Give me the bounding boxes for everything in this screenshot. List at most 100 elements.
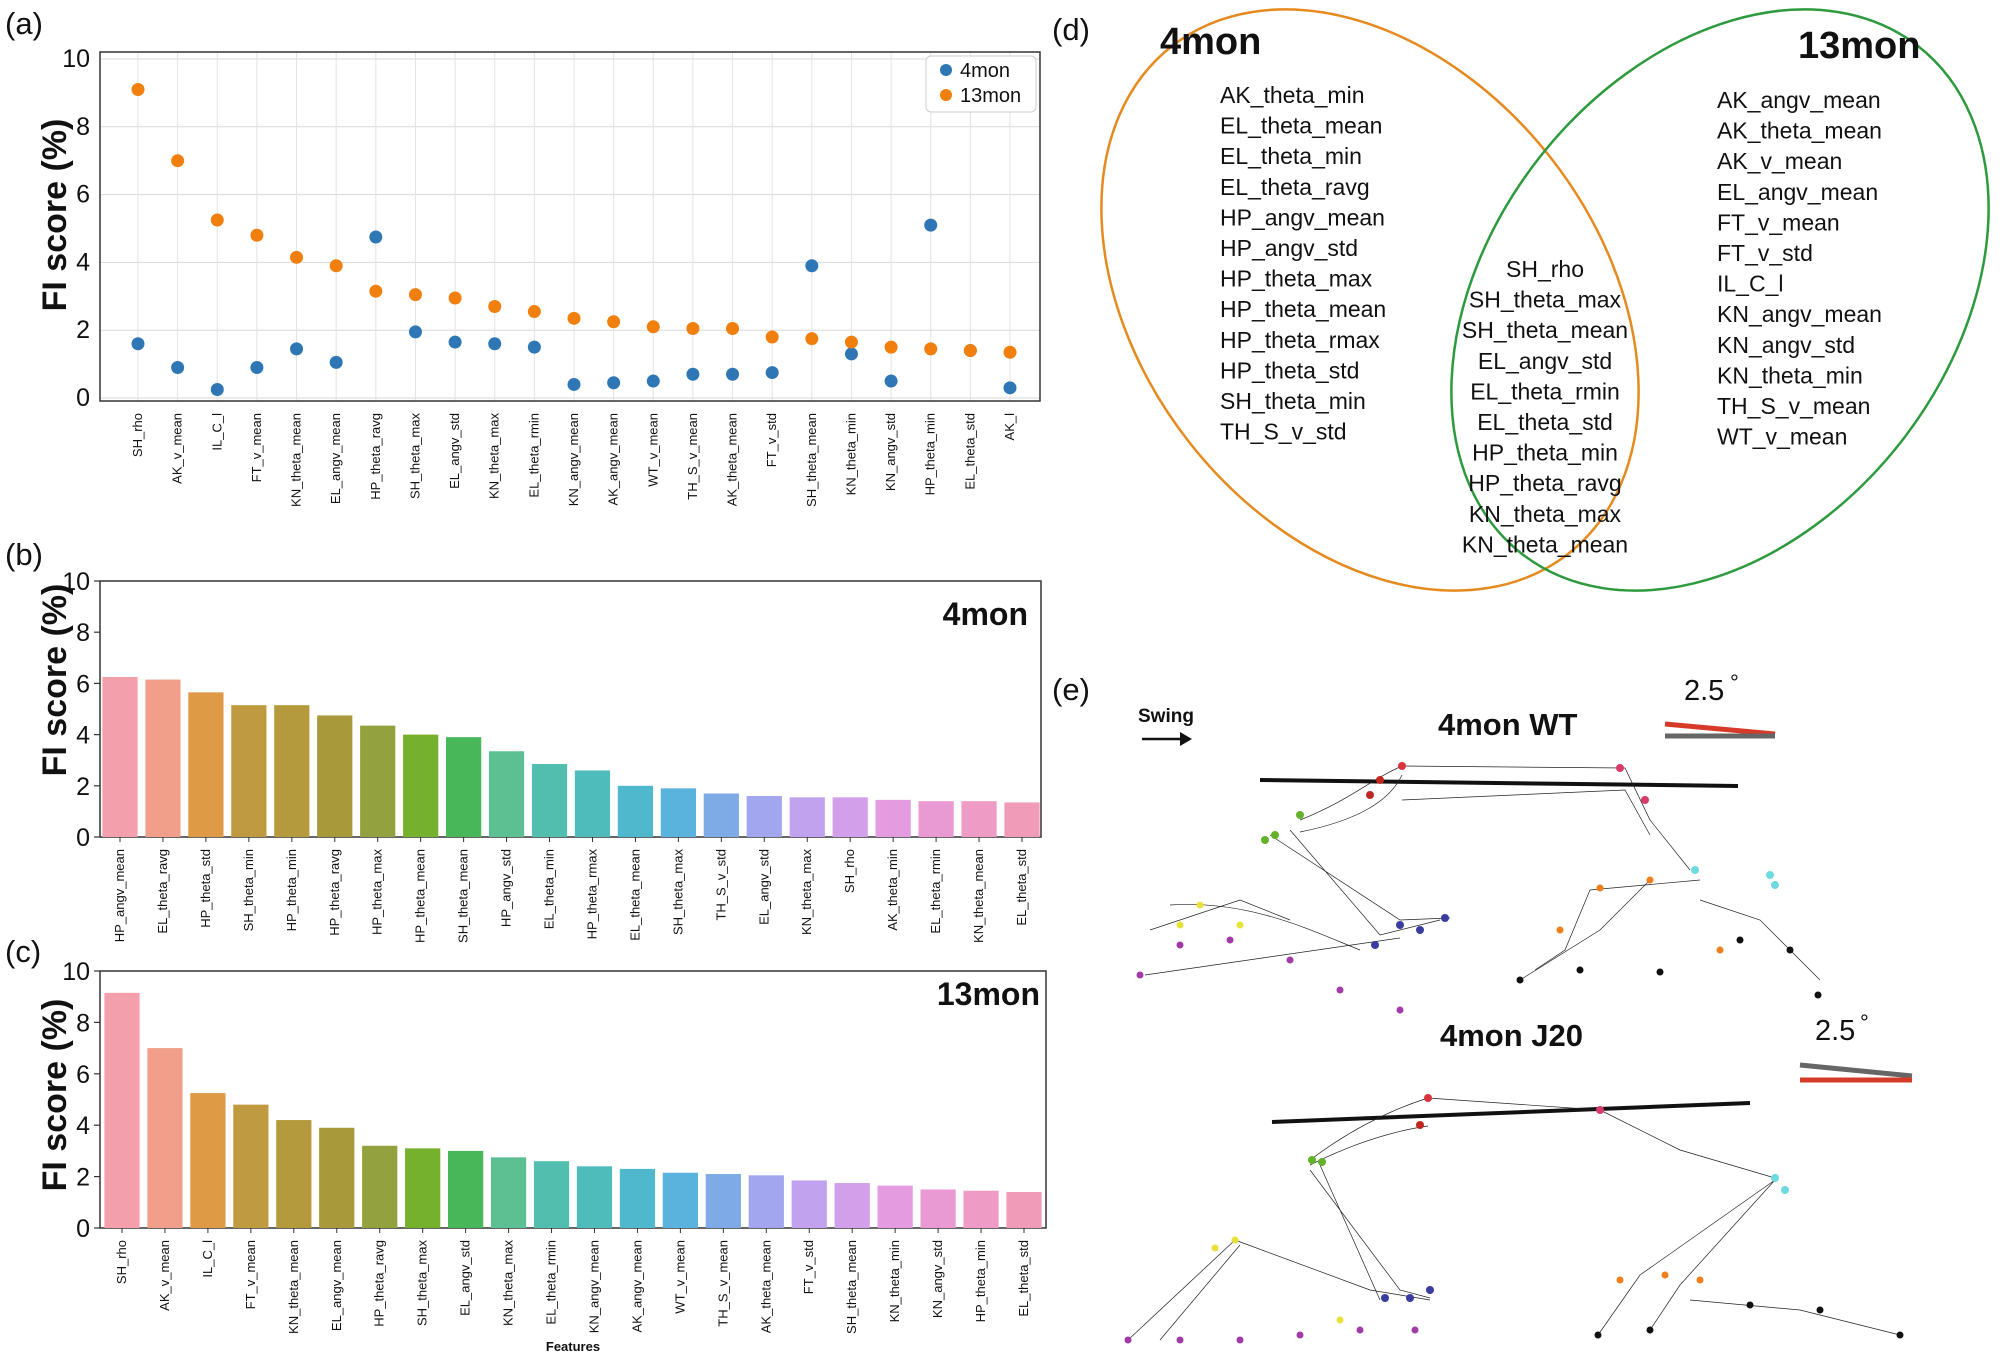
b-y-tick-label: 6 <box>76 670 90 698</box>
venn-item-sh-theta-mean: SH_theta_mean <box>1462 317 1628 343</box>
b-y-tick-label: 2 <box>76 773 90 801</box>
a-point-13mon-wt-v-mean <box>646 320 660 334</box>
c-bar-el-angv-std <box>448 1150 484 1228</box>
panel-d-label: (d) <box>1052 12 1090 47</box>
panel-c-plot-frame <box>99 970 1047 1229</box>
b-bar-th-s-v-std <box>703 793 739 837</box>
a-point-13mon-ft-v-std <box>765 330 779 344</box>
legend-marker-4mon <box>940 64 952 76</box>
panel-e-gait-illustration: (e) Swing 4mon WT 4mon J20 2.5 ° 2.5 ° <box>1052 670 1913 1344</box>
a-point-4mon-sh-theta-max <box>408 325 422 339</box>
panel-b-inset-label: 4mon <box>943 596 1028 632</box>
a-point-4mon-kn-theta-max <box>488 337 502 351</box>
c-y-tick-label: 2 <box>76 1164 90 1192</box>
a-y-tick-label: 10 <box>62 45 90 73</box>
legend-label-13mon: 13mon <box>960 85 1021 107</box>
a-point-13mon-sh-theta-max <box>408 288 422 302</box>
venn-item-sh-theta-min: SH_theta_min <box>1220 388 1366 414</box>
c-x-tick-label: TH_S_v_mean <box>715 1240 730 1327</box>
b-bar-ak-theta-min <box>875 799 911 837</box>
angle-line-gray-bottom <box>1799 1062 1913 1079</box>
b-x-tick-label: EL_angv_std <box>756 849 771 925</box>
gait-title-wt: 4mon WT <box>1438 707 1578 742</box>
c-x-tick-label: AK_angv_mean <box>629 1240 644 1333</box>
a-x-tick-label: SH_theta_mean <box>804 413 819 507</box>
b-x-tick-label: HP_theta_std <box>198 849 213 928</box>
b-x-tick-label: SH_theta_max <box>670 849 685 935</box>
angle-indicator-bottom: 2.5 ° <box>1799 1010 1913 1083</box>
panel-b-label: (b) <box>5 537 43 572</box>
c-bar-kn-theta-min <box>877 1185 913 1228</box>
b-y-tick-label: 8 <box>76 619 90 647</box>
b-bar-sh-theta-min <box>231 705 267 837</box>
b-bar-hp-theta-mean <box>403 734 439 837</box>
a-point-4mon-il-c-l <box>210 383 224 397</box>
venn-title-4mon: 4mon <box>1160 21 1261 63</box>
venn-item-kn-angv-std: KN_angv_std <box>1717 332 1855 358</box>
a-x-tick-label: AK_l <box>1002 413 1017 441</box>
a-point-13mon-el-theta-rmin <box>527 305 541 319</box>
c-bar-el-theta-rmin <box>533 1161 570 1228</box>
panel-e-label: (e) <box>1052 672 1090 707</box>
b-bar-hp-angv-mean <box>102 677 138 837</box>
panel-a-scatter-chart: (a) FI score (%) 0 2 4 6 8 10 SH_rho AK_v_mean… <box>5 6 1041 507</box>
venn-item-el-theta-min: EL_theta_min <box>1220 143 1362 169</box>
venn-item-ft-v-std: FT_v_std <box>1717 240 1813 266</box>
a-point-13mon-ft-v-mean <box>250 228 264 242</box>
venn-item-sh-rho: SH_rho <box>1506 256 1584 282</box>
a-y-tick-label: 0 <box>76 384 90 412</box>
c-x-tick-label: SH_theta_mean <box>844 1240 859 1334</box>
b-x-tick-label: HP_angv_std <box>499 849 514 927</box>
a-point-4mon-wt-v-mean <box>646 374 660 388</box>
venn-item-hp-theta-min: HP_theta_min <box>1472 440 1618 466</box>
a-x-tick-label: FT_v_std <box>764 413 779 467</box>
b-x-tick-label: HP_theta_mean <box>413 849 428 943</box>
b-x-tick-label: EL_theta_mean <box>627 849 642 941</box>
venn-item-ak-theta-min: AK_theta_min <box>1220 82 1364 108</box>
venn-item-ak-v-mean: AK_v_mean <box>1717 148 1842 174</box>
panel-a-plot-frame <box>99 51 1041 402</box>
c-bar-hp-theta-min <box>963 1190 999 1228</box>
panel-c-bars <box>104 992 1042 1228</box>
c-x-tick-label: EL_angv_std <box>458 1240 473 1316</box>
a-point-13mon-sh-rho <box>131 83 145 97</box>
a-x-tick-label: KN_angv_mean <box>566 413 581 506</box>
venn-list-shared: SH_rho SH_theta_max SH_theta_mean EL_angv_s… <box>1462 256 1628 557</box>
venn-item-hp-theta-mean: HP_theta_mean <box>1220 296 1386 322</box>
venn-item-hp-theta-rmax: HP_theta_rmax <box>1220 327 1380 353</box>
a-x-tick-label: KN_theta_min <box>843 413 858 495</box>
c-y-tick-label: 6 <box>76 1061 90 1089</box>
panel-c-y-axis-label: FI score (%) <box>36 999 74 1192</box>
c-y-tick-label: 4 <box>76 1112 90 1140</box>
a-point-4mon-ak-l <box>1003 381 1017 395</box>
a-point-13mon-ak-l <box>1003 345 1017 359</box>
a-point-4mon-ak-v-mean <box>171 360 185 374</box>
c-x-tick-label: KN_theta_max <box>501 1240 516 1326</box>
c-y-tick-label: 8 <box>76 1009 90 1037</box>
b-x-tick-label: KN_theta_max <box>799 849 814 935</box>
a-point-4mon-el-angv-mean <box>329 355 343 369</box>
venn-item-kn-theta-min: KN_theta_min <box>1717 362 1863 388</box>
a-point-13mon-ak-v-mean <box>171 154 185 168</box>
c-x-tick-label: WT_v_mean <box>672 1240 687 1314</box>
a-point-4mon-ak-angv-mean <box>607 376 621 390</box>
panel-c-x-ticks: SH_rho AK_v_mean IL_C_l FT_v_mean KN_theta_m… <box>114 1228 1031 1334</box>
venn-list-13mon-only: AK_angv_mean AK_theta_mean AK_v_mean EL_ang… <box>1717 87 1882 450</box>
a-point-13mon-sh-theta-mean <box>805 332 819 346</box>
panel-b-plot-frame <box>99 580 1042 838</box>
panel-b-bar-chart: (b) FI score (%) 4mon 0 2 4 6 8 10 HP_angv_me… <box>5 537 1042 943</box>
c-x-tick-label: AK_v_mean <box>157 1240 172 1311</box>
b-x-tick-label: AK_theta_min <box>885 849 900 931</box>
venn-item-ak-angv-mean: AK_angv_mean <box>1717 87 1881 113</box>
b-x-tick-label: EL_theta_rmin <box>928 849 943 934</box>
c-x-tick-label: SH_rho <box>114 1240 129 1284</box>
a-point-13mon-ak-angv-mean <box>607 315 621 329</box>
b-x-tick-label: SH_theta_min <box>241 849 256 931</box>
a-x-tick-label: SH_theta_max <box>407 413 422 499</box>
c-x-tick-label: IL_C_l <box>200 1240 215 1278</box>
a-x-tick-label: AK_v_mean <box>170 413 185 484</box>
a-y-tick-label: 2 <box>76 316 90 344</box>
body-axis-line-wt <box>1259 778 1739 788</box>
b-y-tick-label: 0 <box>76 824 90 852</box>
